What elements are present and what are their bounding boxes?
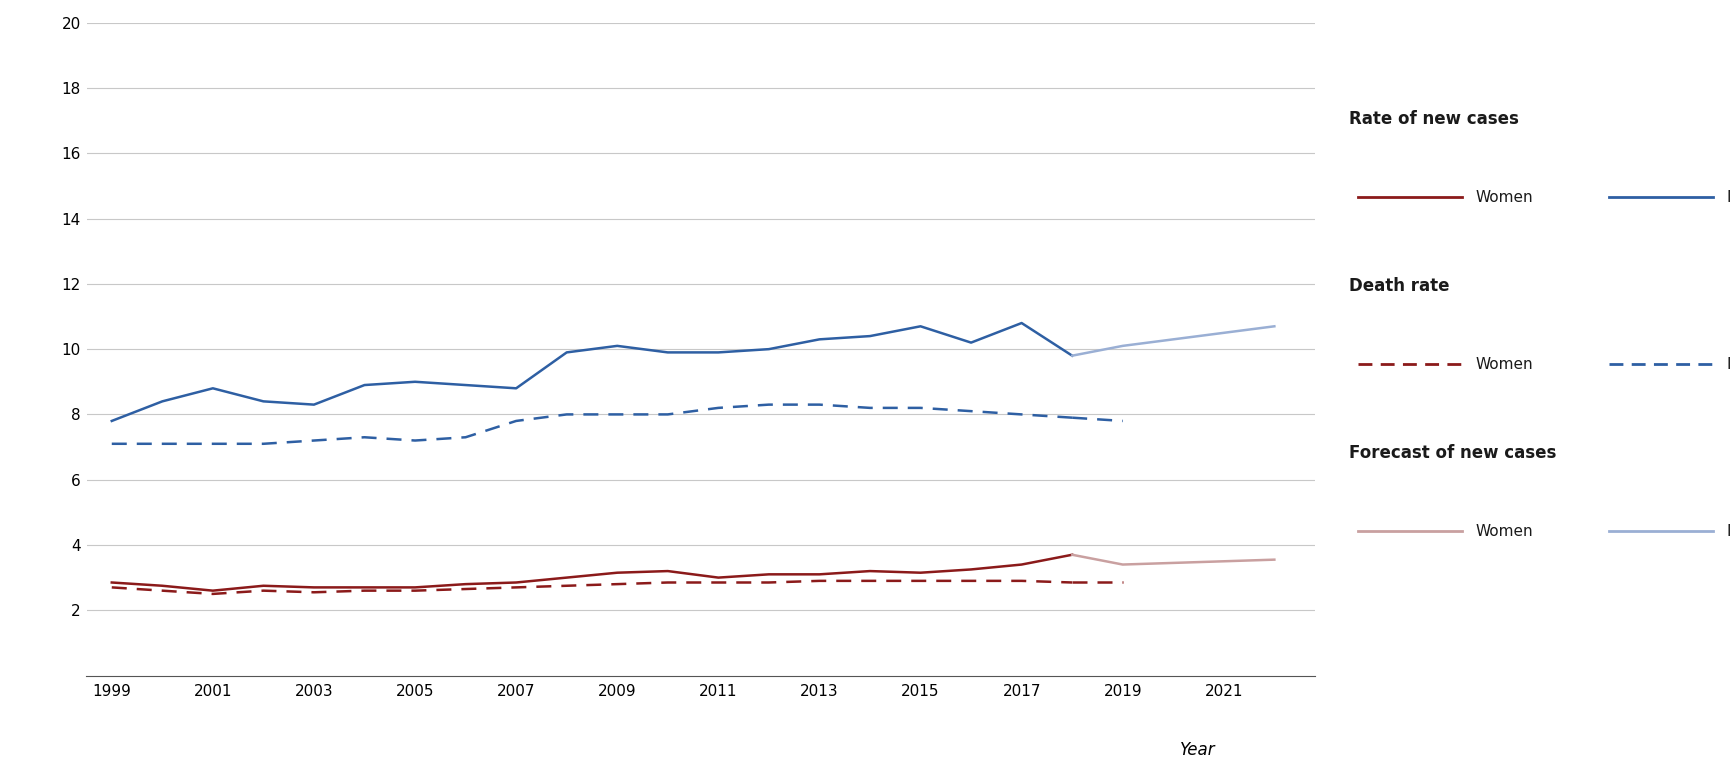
X-axis label: Year: Year (1180, 741, 1216, 759)
Text: Men: Men (1727, 357, 1730, 372)
Text: Men: Men (1727, 190, 1730, 205)
Text: Death rate: Death rate (1349, 277, 1450, 295)
Text: Women: Women (1476, 190, 1533, 205)
Text: Forecast of new cases: Forecast of new cases (1349, 444, 1557, 462)
Text: Women: Women (1476, 357, 1533, 372)
Text: Men: Men (1727, 524, 1730, 539)
Text: Rate of new cases: Rate of new cases (1349, 110, 1519, 128)
Text: Women: Women (1476, 524, 1533, 539)
